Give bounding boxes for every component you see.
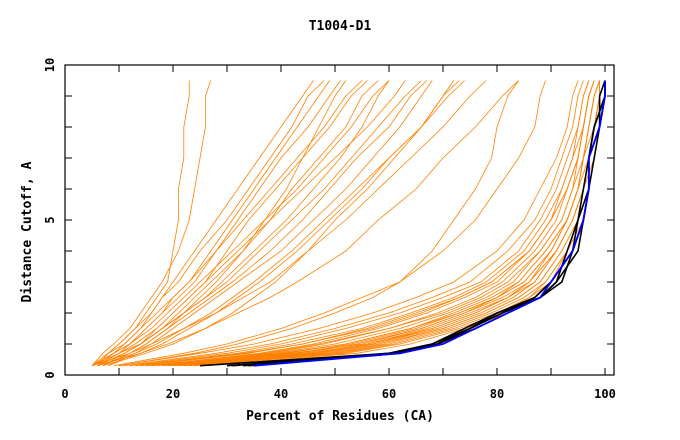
x-axis-label: Percent of Residues (CA) (246, 409, 434, 424)
model-curve (140, 80, 595, 367)
plot-frame (64, 64, 615, 376)
model-curve (97, 80, 390, 367)
x-tick-label: 100 (594, 387, 616, 401)
model-curve (162, 80, 600, 367)
y-axis-label: Distance Cutoff, A (20, 161, 35, 302)
model-curve (162, 80, 600, 367)
model-curve (129, 80, 590, 367)
x-tick-label: 40 (274, 387, 288, 401)
model-curve (113, 80, 546, 367)
x-tick-label: 60 (382, 387, 396, 401)
model-curve (97, 80, 519, 367)
chart-title: T1004-D1 (309, 19, 372, 34)
model-curve (151, 80, 590, 367)
model-curve (102, 80, 347, 367)
y-tick-label: 5 (43, 216, 57, 223)
model-curve (118, 80, 579, 367)
model-curve (97, 80, 330, 367)
model-curve (124, 80, 584, 367)
y-tick-label: 0 (43, 371, 57, 378)
model-curve (102, 80, 455, 367)
tick-group: 0 20 40 60 80 100 0 5 10 (43, 58, 616, 401)
model-curve (145, 80, 595, 367)
model-curve (135, 80, 595, 367)
model-curve (97, 80, 406, 367)
x-tick-label: 20 (166, 387, 180, 401)
series-group (91, 80, 606, 367)
model-curve (189, 80, 606, 367)
model-curve (108, 80, 433, 367)
model-curve (167, 80, 600, 367)
x-tick-label: 0 (61, 387, 68, 401)
model-curve (118, 80, 519, 367)
y-tick-label: 10 (43, 58, 57, 72)
model-curve (102, 80, 379, 367)
model-curve (108, 80, 460, 367)
model-curve (91, 80, 487, 367)
model-curve (140, 80, 595, 367)
highlight-curve (232, 80, 606, 367)
model-curve (97, 80, 368, 367)
model-curve (91, 80, 325, 367)
model-curve (91, 80, 314, 367)
x-tick-label: 80 (490, 387, 504, 401)
best-curve (253, 80, 606, 367)
